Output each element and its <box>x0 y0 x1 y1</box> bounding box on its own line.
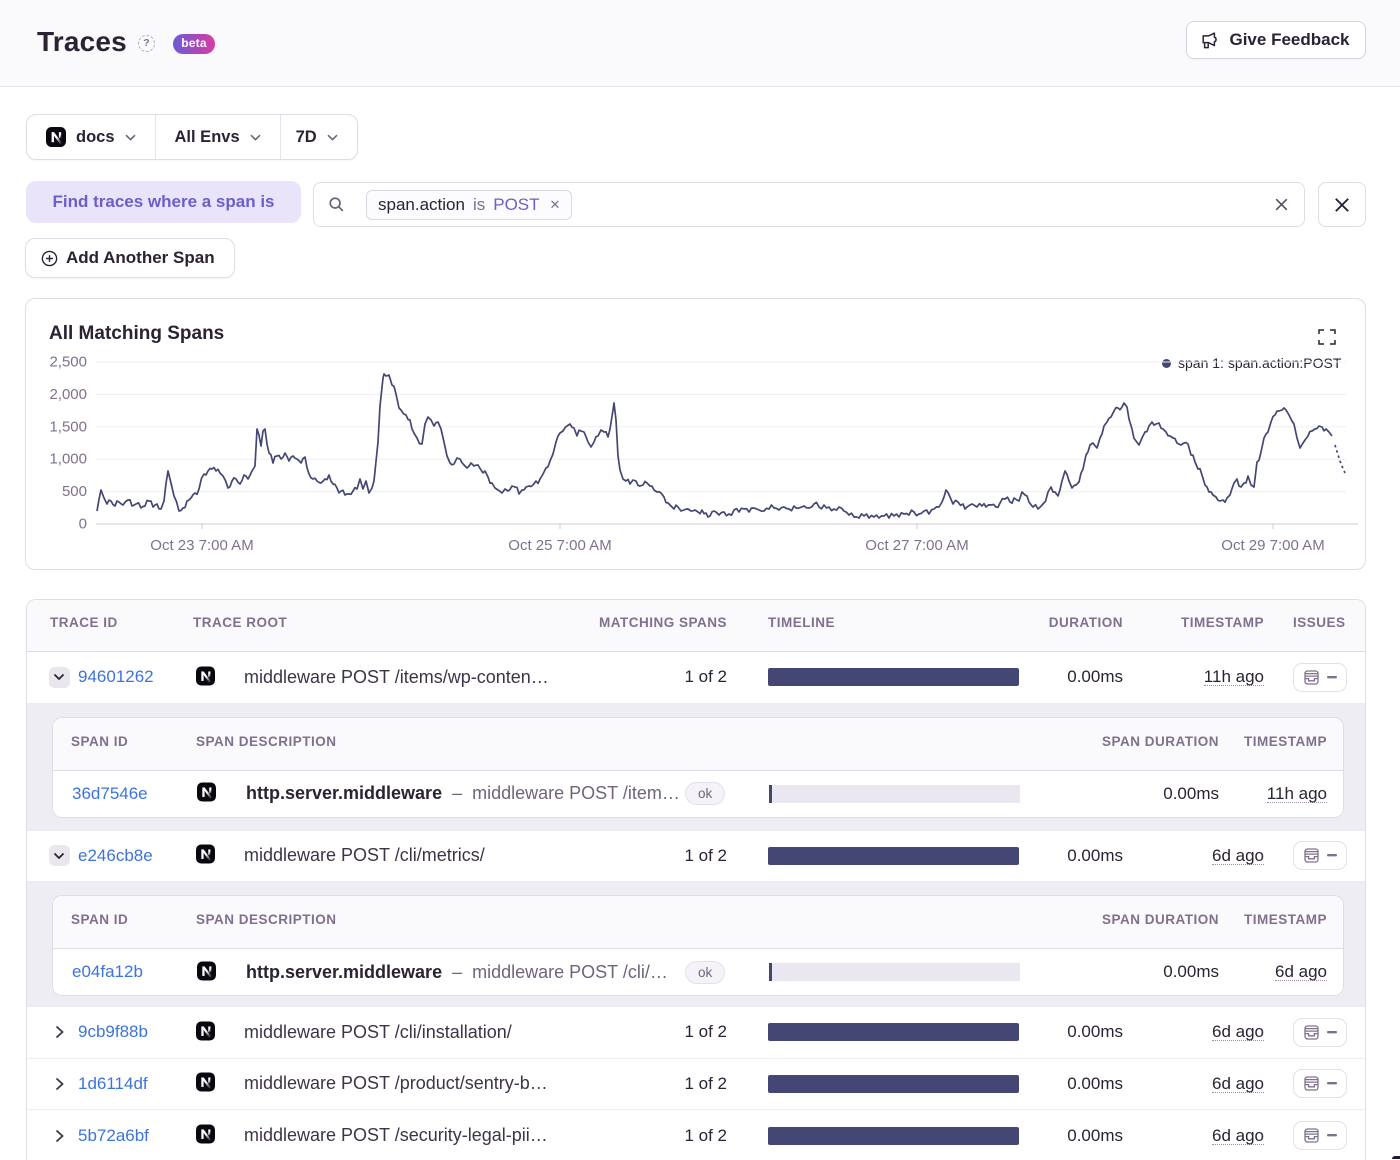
svg-text:Oct 25 7:00 AM: Oct 25 7:00 AM <box>508 537 611 554</box>
svg-text:Oct 29 7:00 AM: Oct 29 7:00 AM <box>1221 537 1324 554</box>
svg-text:500: 500 <box>62 483 87 500</box>
svg-text:0: 0 <box>79 516 87 533</box>
svg-text:Oct 27 7:00 AM: Oct 27 7:00 AM <box>865 537 968 554</box>
svg-text:Oct 23 7:00 AM: Oct 23 7:00 AM <box>150 537 253 554</box>
svg-text:2,500: 2,500 <box>49 354 87 371</box>
svg-text:1,500: 1,500 <box>49 418 87 435</box>
svg-text:1,000: 1,000 <box>49 451 87 468</box>
svg-text:2,000: 2,000 <box>49 386 87 403</box>
